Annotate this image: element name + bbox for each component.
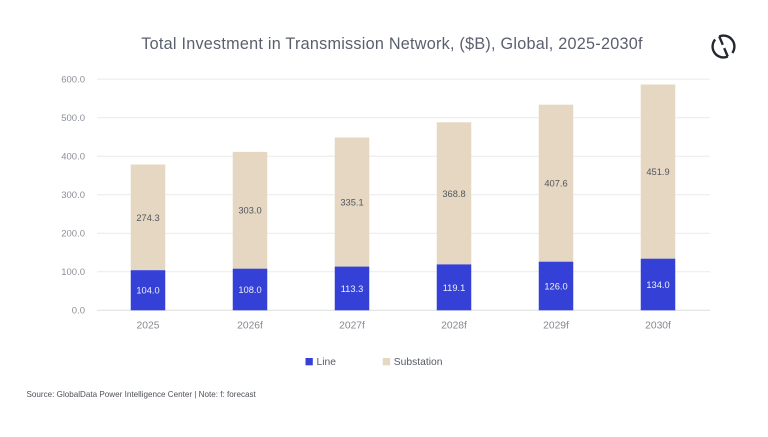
svg-text:2025: 2025 [137,321,160,332]
svg-text:0.0: 0.0 [72,306,85,317]
svg-text:500.0: 500.0 [61,113,85,124]
svg-text:108.0: 108.0 [238,285,261,295]
svg-text:2027f: 2027f [339,321,365,332]
svg-text:407.6: 407.6 [544,179,567,189]
svg-text:Total Investment in Transmissi: Total Investment in Transmission Network… [141,35,643,53]
svg-text:335.1: 335.1 [340,198,363,208]
svg-text:2026f: 2026f [237,321,263,332]
svg-text:Line: Line [317,357,337,368]
svg-text:2029f: 2029f [543,321,569,332]
svg-text:600.0: 600.0 [61,74,85,85]
svg-text:303.0: 303.0 [238,206,261,216]
svg-text:134.0: 134.0 [646,280,669,290]
svg-text:126.0: 126.0 [544,281,567,291]
svg-text:300.0: 300.0 [61,190,85,201]
svg-text:200.0: 200.0 [61,229,85,240]
svg-text:Source: GlobalData Power Intel: Source: GlobalData Power Intelligence Ce… [27,390,257,399]
svg-text:274.3: 274.3 [136,213,159,223]
svg-text:100.0: 100.0 [61,267,85,278]
svg-text:104.0: 104.0 [136,286,159,296]
svg-text:113.3: 113.3 [341,284,364,294]
svg-text:2030f: 2030f [645,321,671,332]
svg-text:451.9: 451.9 [646,167,669,177]
svg-text:400.0: 400.0 [61,152,85,163]
svg-text:119.1: 119.1 [443,283,466,293]
svg-text:368.8: 368.8 [442,189,465,199]
svg-text:2028f: 2028f [441,321,467,332]
svg-text:Substation: Substation [394,357,443,368]
